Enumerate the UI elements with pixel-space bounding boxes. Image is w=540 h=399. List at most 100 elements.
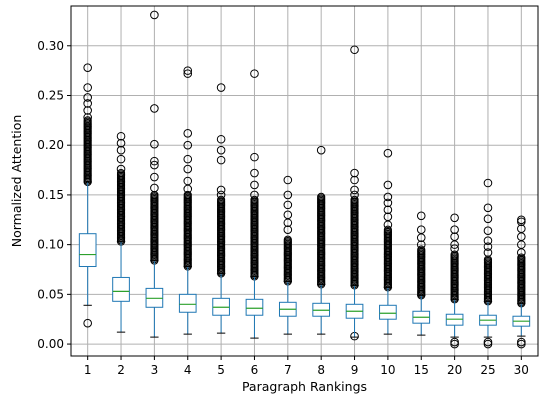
outlier-point — [150, 139, 159, 149]
outlier-point — [483, 242, 493, 251]
box-5 — [212, 83, 230, 334]
outlier-point — [183, 69, 193, 78]
box-20 — [445, 213, 464, 349]
outlier-point — [83, 113, 92, 122]
outlier-point — [283, 210, 293, 220]
box-2 — [112, 131, 130, 333]
outlier-point — [517, 253, 526, 262]
outlier-point — [150, 10, 159, 20]
outlier-point — [350, 45, 359, 55]
outlier-point — [383, 212, 393, 222]
outlier-point — [250, 152, 259, 162]
outlier-point — [250, 168, 259, 178]
outlier-point — [216, 83, 226, 92]
outlier-point — [383, 198, 393, 208]
x-tick-label: 10 — [380, 363, 395, 377]
x-tick-label: 6 — [251, 363, 259, 377]
y-tick-label: 0.00 — [37, 337, 64, 351]
outlier-point — [283, 225, 293, 235]
x-tick-label: 3 — [151, 363, 159, 377]
outlier-point — [350, 185, 359, 195]
x-tick-label: 5 — [217, 363, 225, 377]
outlier-point — [183, 164, 193, 174]
outlier-point — [216, 190, 226, 200]
outlier-point — [116, 138, 126, 148]
outlier-point — [250, 69, 259, 78]
x-tick-label: 1 — [84, 363, 92, 377]
x-axis-title: Paragraph Rankings — [242, 379, 367, 394]
x-tick-label: 20 — [447, 363, 462, 377]
y-tick-label: 0.15 — [37, 188, 64, 202]
outlier-point — [483, 214, 493, 224]
x-tick-label: 15 — [414, 363, 429, 377]
outlier-point — [417, 245, 426, 254]
outlier-point — [116, 164, 126, 174]
box-body — [245, 298, 264, 316]
outlier-point — [383, 148, 393, 158]
outlier-point — [116, 131, 126, 141]
outlier-point — [450, 232, 459, 241]
box-body — [112, 276, 130, 302]
outlier-point — [83, 99, 92, 108]
outlier-point — [250, 190, 259, 200]
outlier-point — [183, 176, 193, 186]
outlier-point — [283, 175, 293, 185]
outlier-point — [416, 240, 426, 249]
box-3 — [145, 10, 164, 338]
outlier-point — [83, 63, 92, 72]
outlier-point — [150, 104, 159, 113]
y-tick-label: 0.30 — [37, 39, 64, 53]
box-6 — [245, 69, 264, 339]
outlier-point — [183, 140, 193, 150]
outlier-point — [350, 190, 359, 200]
outlier-point — [450, 213, 459, 223]
outlier-point — [483, 178, 493, 188]
box-25 — [479, 178, 497, 349]
x-tick-label: 7 — [284, 363, 292, 377]
outlier-point — [183, 66, 193, 75]
outlier-point — [483, 226, 493, 236]
outlier-point — [450, 250, 459, 259]
outlier-point — [416, 211, 426, 221]
outlier-point — [216, 185, 226, 195]
outlier-point — [150, 156, 159, 166]
outlier-point — [517, 215, 526, 225]
outlier-point — [517, 337, 526, 347]
outlier-point — [83, 106, 92, 115]
outlier-point — [383, 192, 393, 202]
y-tick-label: 0.25 — [37, 88, 64, 102]
x-tick-label: 4 — [184, 363, 192, 377]
box-body — [78, 233, 97, 268]
outlier-point — [483, 203, 493, 213]
outlier-point — [83, 116, 92, 125]
outlier-point — [317, 192, 326, 202]
outlier-point — [283, 200, 293, 210]
outlier-point — [383, 205, 393, 215]
axes: 0.00 0.05 0.10 0.15 0.20 0.25 0.30 1 2 3 4 5 6 7 8 9 10 1… — [37, 39, 529, 377]
y-axis-title: Normalized Attention — [9, 115, 24, 248]
outlier-point — [83, 318, 92, 328]
outlier-point — [216, 134, 226, 144]
outlier-point — [383, 180, 393, 190]
outlier-point — [450, 337, 459, 347]
outlier-point — [316, 145, 326, 155]
outlier-point — [383, 225, 392, 234]
outlier-point — [483, 337, 493, 347]
box-7 — [278, 175, 297, 335]
outlier-point — [83, 83, 92, 92]
outlier-point — [450, 225, 459, 235]
outlier-point — [83, 93, 92, 102]
outlier-point — [517, 224, 526, 234]
outlier-point — [283, 190, 293, 200]
box-1 — [78, 63, 97, 328]
outlier-point — [250, 195, 259, 204]
outlier-point — [483, 236, 493, 245]
y-tick-label: 0.10 — [37, 238, 64, 252]
outlier-point — [350, 168, 359, 178]
outlier-point — [150, 183, 159, 193]
outlier-point — [116, 154, 126, 164]
plot-frame — [70, 5, 539, 357]
outlier-point — [116, 168, 126, 178]
